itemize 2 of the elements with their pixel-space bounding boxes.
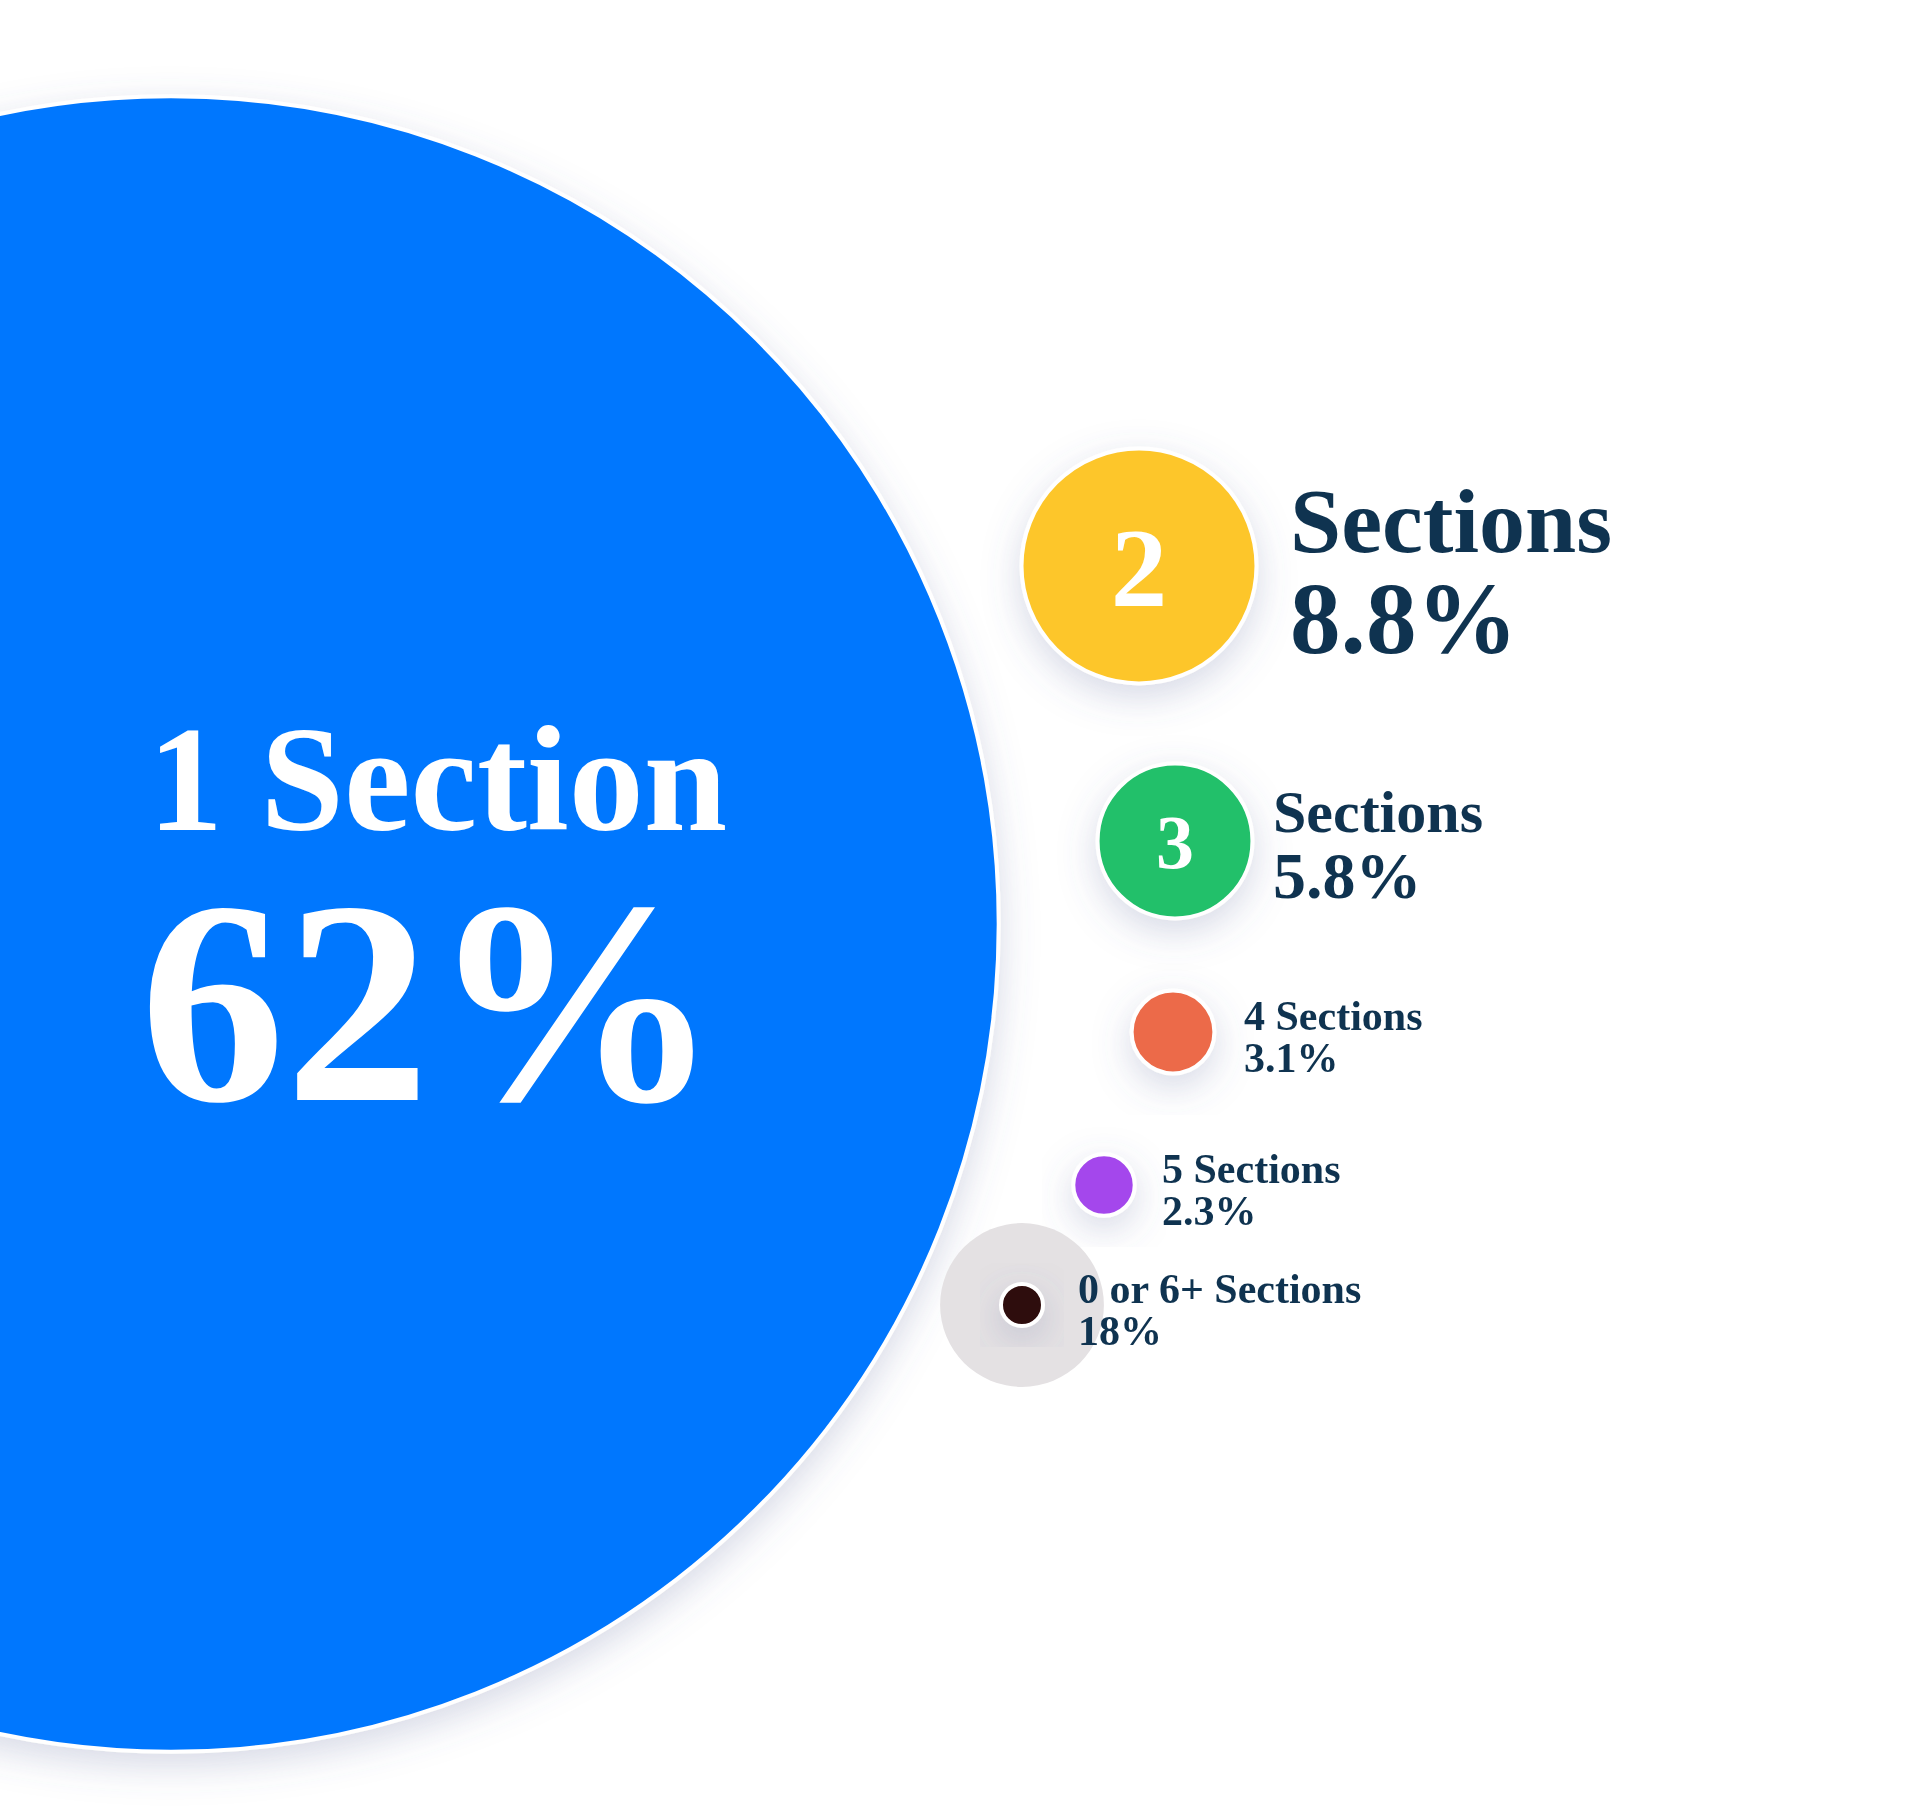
- data-label: 5.8%: [1273, 839, 1422, 912]
- data-label: 8.8%: [1290, 563, 1518, 676]
